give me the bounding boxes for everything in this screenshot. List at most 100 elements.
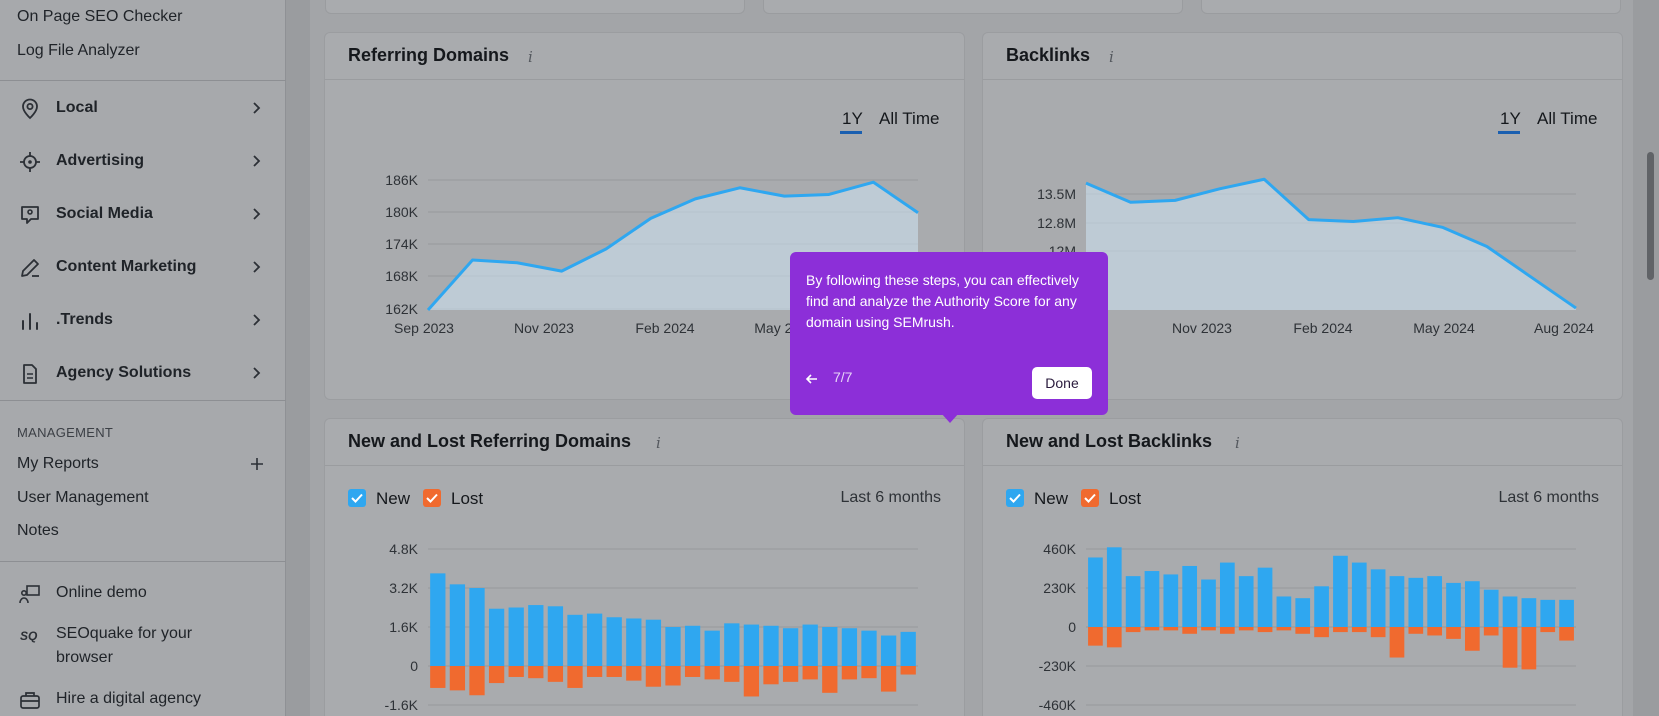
tooltip-pointer (941, 413, 959, 423)
new-bar (1144, 571, 1160, 627)
new-bar (567, 614, 583, 666)
y-tick-label: 168K (385, 268, 418, 284)
back-arrow-icon[interactable] (805, 372, 819, 386)
sidebar-item-seoquake[interactable]: SQ SEOquake for your (0, 614, 286, 654)
sidebar-item-advertising[interactable]: Advertising (0, 141, 286, 181)
lost-bar (449, 666, 466, 691)
new-bar (645, 619, 662, 666)
document-icon (23, 364, 37, 384)
new-bar (1276, 596, 1292, 627)
period-selector[interactable]: Last 6 months (1498, 489, 1600, 506)
new-bar (1464, 581, 1480, 627)
info-icon[interactable]: i (1235, 434, 1240, 452)
lost-bar (488, 666, 505, 684)
new-bar (1106, 547, 1122, 627)
info-icon[interactable]: i (656, 434, 661, 452)
range-all-time-tab[interactable]: All Time (879, 109, 940, 128)
chevron-right-icon (253, 314, 261, 326)
y-tick-label: 3.2K (389, 580, 418, 596)
lost-bar (1389, 627, 1405, 658)
new-bar (469, 588, 485, 666)
summary-card (763, 0, 1183, 14)
area-fill (1086, 179, 1576, 310)
lost-bar (861, 666, 877, 679)
lost-bar (900, 666, 916, 675)
pencil-icon (21, 259, 39, 277)
new-bar (626, 618, 642, 666)
lost-bar (782, 666, 799, 682)
lost-bar (1351, 627, 1367, 633)
sidebar-item-local[interactable]: Local (0, 88, 286, 128)
x-tick-label: Feb 2024 (1293, 320, 1352, 336)
legend-new-label: New (1034, 489, 1069, 508)
lost-bar (547, 666, 564, 682)
sidebar-item-social-media[interactable]: Social Media (0, 194, 286, 234)
lost-bar (1163, 627, 1179, 631)
active-tab-indicator (840, 131, 862, 134)
card-title: New and Lost Backlinks (1006, 431, 1213, 451)
sidebar-item-label: Social Media (56, 205, 153, 222)
sidebar-link-on-page-seo-checker[interactable]: On Page SEO Checker (17, 8, 183, 25)
done-button[interactable]: Done (1032, 367, 1092, 399)
lost-bar (1446, 627, 1461, 639)
y-tick-label: 4.8K (389, 541, 418, 557)
scrollbar-thumb[interactable] (1647, 152, 1654, 280)
x-tick-label: Nov 2023 (1172, 320, 1232, 336)
sidebar-item-label: Content Marketing (56, 258, 197, 275)
x-tick-label: Feb 2024 (635, 320, 694, 336)
new-bar (449, 584, 466, 666)
briefcase-icon (20, 692, 40, 709)
lost-bar (586, 666, 603, 677)
sidebar-link-notes[interactable]: Notes (17, 522, 59, 539)
sidebar-item-seoquake-line2[interactable]: browser (0, 638, 286, 678)
lost-bar (743, 666, 760, 697)
new-bar (841, 628, 858, 666)
y-tick-label: 12.8M (1037, 215, 1076, 231)
sidebar-item-content-marketing[interactable]: Content Marketing (0, 247, 286, 287)
bar-chart-icon (22, 313, 38, 330)
card-divider (983, 79, 1622, 80)
range-all-time-tab[interactable]: All Time (1537, 109, 1598, 128)
lost-bar (802, 666, 818, 680)
period-selector[interactable]: Last 6 months (840, 489, 942, 506)
y-tick-label: -230K (1039, 658, 1077, 674)
card-title: New and Lost Referring Domains (348, 431, 632, 451)
new-bar (1125, 576, 1141, 627)
summary-card (325, 0, 745, 14)
sidebar-link-my-reports[interactable]: My Reports (17, 455, 99, 472)
sidebar-item-hire-agency[interactable]: Hire a digital agency (0, 679, 286, 716)
presenter-icon (19, 585, 40, 604)
new-bar (880, 635, 897, 666)
sidebar-item-agency-solutions[interactable]: Agency Solutions (0, 353, 286, 393)
lost-bar (665, 666, 681, 686)
info-icon[interactable]: i (528, 48, 533, 66)
sidebar-item-label: SEOquake for your (56, 625, 193, 642)
sidebar-item-online-demo[interactable]: Online demo (0, 573, 286, 613)
lost-bar (1464, 627, 1480, 651)
new-bar (1540, 599, 1556, 627)
new-bar (606, 617, 622, 666)
lost-checkbox-check-icon[interactable] (1081, 489, 1099, 507)
lost-bar (469, 666, 485, 696)
lost-bar (724, 666, 740, 682)
info-icon[interactable]: i (1109, 48, 1114, 66)
sidebar-item-trends[interactable]: .Trends (0, 300, 286, 340)
new-checkbox-check-icon[interactable] (1006, 489, 1024, 507)
card-title: Backlinks (1006, 45, 1091, 65)
lost-checkbox-check-icon[interactable] (423, 489, 441, 507)
range-1y-tab[interactable]: 1Y (1500, 109, 1521, 128)
sidebar-link-user-management[interactable]: User Management (17, 489, 149, 506)
summary-card (1201, 0, 1621, 14)
y-tick-label: 230K (1043, 580, 1076, 596)
y-tick-label: 460K (1043, 541, 1076, 557)
new-bar (1389, 576, 1405, 627)
tooltip-text: By following these steps, you can effect… (806, 272, 1079, 330)
add-report-plus-icon[interactable] (248, 455, 266, 473)
sidebar-link-log-file-analyzer[interactable]: Log File Analyzer (17, 42, 140, 59)
series-line (1085, 177, 1577, 310)
y-tick-label: 13.5M (1037, 186, 1076, 202)
new-checkbox-check-icon[interactable] (348, 489, 366, 507)
range-1y-tab[interactable]: 1Y (842, 109, 863, 128)
sidebar-item-label: Advertising (56, 152, 145, 169)
lost-bar (1502, 627, 1518, 668)
